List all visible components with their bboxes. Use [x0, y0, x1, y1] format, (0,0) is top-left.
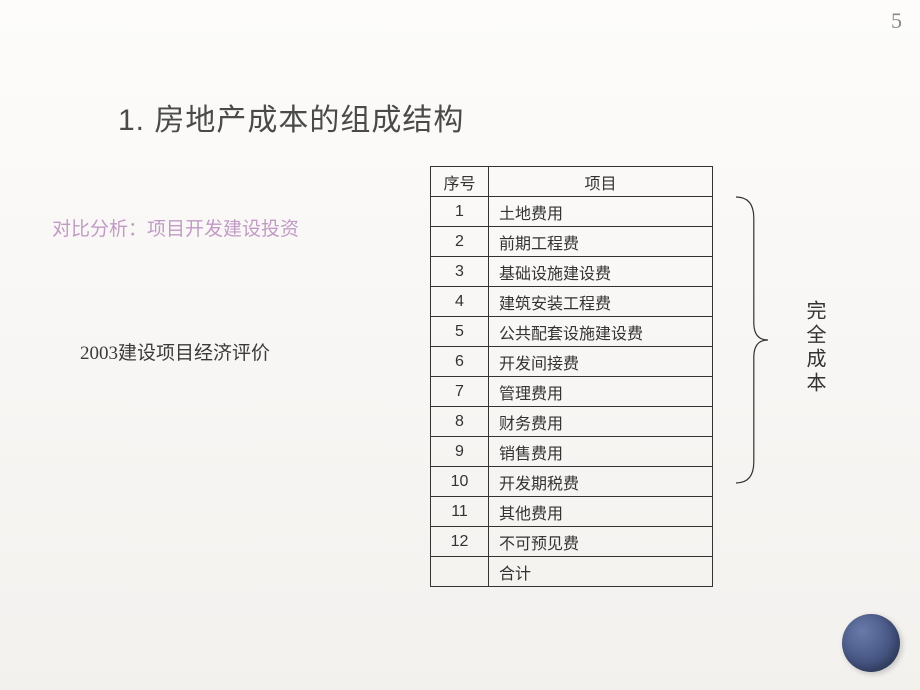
cell-num: 11	[431, 497, 489, 527]
reference-label: 2003建设项目经济评价	[80, 338, 270, 365]
cell-item: 基础设施建设费	[489, 257, 713, 287]
cell-item: 销售费用	[489, 437, 713, 467]
cell-num: 10	[431, 467, 489, 497]
cell-item: 其他费用	[489, 497, 713, 527]
table-row: 6开发间接费	[431, 347, 713, 377]
cost-table-container: 序号 项目 1土地费用2前期工程费3基础设施建设费4建筑安装工程费5公共配套设施…	[430, 166, 713, 587]
table-header-row: 序号 项目	[431, 167, 713, 197]
cell-item: 开发间接费	[489, 347, 713, 377]
table-row: 7管理费用	[431, 377, 713, 407]
table-row: 5公共配套设施建设费	[431, 317, 713, 347]
cell-num: 4	[431, 287, 489, 317]
header-item: 项目	[489, 167, 713, 197]
slide-title: 1. 房地产成本的组成结构	[118, 95, 464, 139]
cell-num: 8	[431, 407, 489, 437]
comparison-label: 对比分析：项目开发建设投资	[52, 214, 299, 241]
cell-num: 5	[431, 317, 489, 347]
bracket-icon	[734, 195, 774, 489]
table-row: 8财务费用	[431, 407, 713, 437]
cell-item: 建筑安装工程费	[489, 287, 713, 317]
table-row: 2前期工程费	[431, 227, 713, 257]
cell-num: 6	[431, 347, 489, 377]
cell-item: 合计	[489, 557, 713, 587]
cell-num: 1	[431, 197, 489, 227]
cell-item: 公共配套设施建设费	[489, 317, 713, 347]
cell-num: 7	[431, 377, 489, 407]
cell-num: 12	[431, 527, 489, 557]
cell-item: 不可预见费	[489, 527, 713, 557]
cell-item: 土地费用	[489, 197, 713, 227]
table-row: 9销售费用	[431, 437, 713, 467]
table-row: 4建筑安装工程费	[431, 287, 713, 317]
page-number: 5	[891, 8, 902, 34]
table-row: 合计	[431, 557, 713, 587]
header-num: 序号	[431, 167, 489, 197]
full-cost-label: 完全成本	[800, 300, 829, 396]
cell-num: 9	[431, 437, 489, 467]
cell-num: 3	[431, 257, 489, 287]
decorative-circle	[842, 614, 900, 672]
table-row: 3基础设施建设费	[431, 257, 713, 287]
cell-item: 财务费用	[489, 407, 713, 437]
table-row: 12不可预见费	[431, 527, 713, 557]
cell-item: 前期工程费	[489, 227, 713, 257]
cell-num	[431, 557, 489, 587]
table-row: 1土地费用	[431, 197, 713, 227]
cell-item: 管理费用	[489, 377, 713, 407]
cell-num: 2	[431, 227, 489, 257]
table-row: 10开发期税费	[431, 467, 713, 497]
cell-item: 开发期税费	[489, 467, 713, 497]
cost-table: 序号 项目 1土地费用2前期工程费3基础设施建设费4建筑安装工程费5公共配套设施…	[430, 166, 713, 587]
table-row: 11其他费用	[431, 497, 713, 527]
